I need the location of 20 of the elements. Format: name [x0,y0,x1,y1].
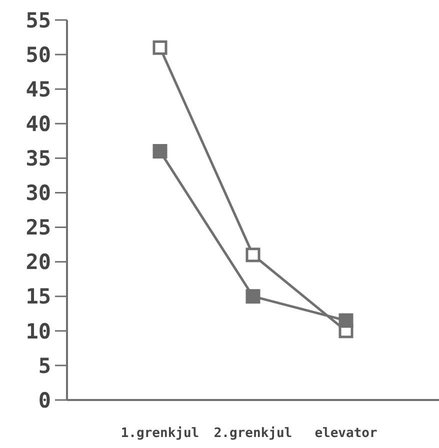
y-tick-label: 50 [26,42,51,67]
y-tick-label: 35 [26,146,51,171]
y-tick-label: 20 [26,250,51,274]
y-tick-label: 0 [38,388,51,412]
point [338,313,354,328]
point [152,40,168,55]
y-tick-label: 25 [26,216,51,240]
y-tick-label: 15 [26,284,51,309]
y-tick-label: 30 [26,181,51,206]
point [246,289,260,304]
y-tick-label: 45 [26,77,51,102]
x-tick-label: elevator [314,426,378,441]
y-tick-label: 10 [26,319,51,344]
y-tick-label: 40 [26,112,51,136]
y-tick-label: 55 [26,8,51,32]
y-tick-label: 5 [38,354,51,378]
x-tick-label: 2.grenkjul [214,426,292,441]
x-tick-label: 1.grenkjul [120,426,200,441]
point [152,144,168,159]
point [246,248,260,262]
